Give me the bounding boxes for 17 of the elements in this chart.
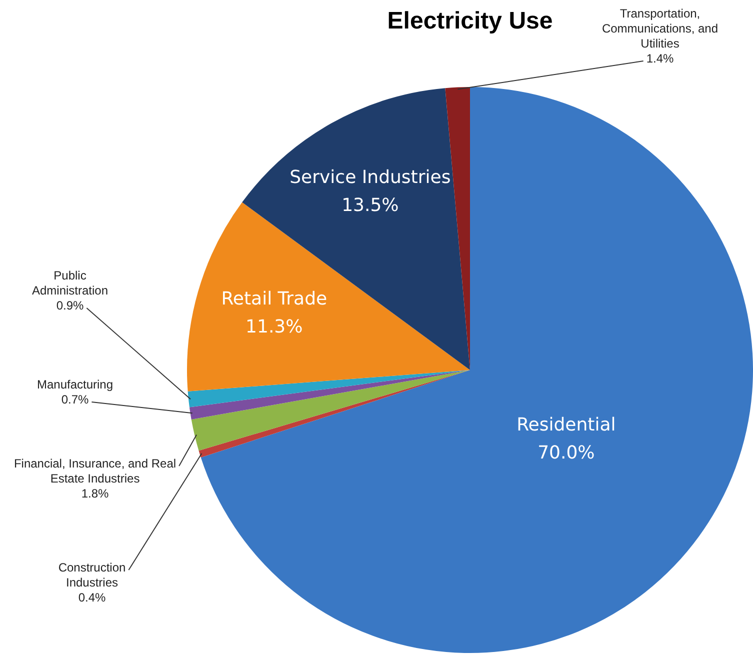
slice-label: Residential [516,414,616,436]
slice-label: Construction Industries [58,560,126,590]
slice-label: Manufacturing [36,377,114,392]
data-label: 0.9% [56,298,84,312]
slice-label: Public Administration [32,268,108,298]
data-label: 1.8% [81,486,109,500]
data-label: 13.5% [342,195,399,216]
data-label: 0.7% [61,392,89,406]
data-label: 70.0% [538,442,595,464]
slice-label: Financial, Insurance, and Real Estate Industries [14,456,176,486]
slice-label: Service Industries [290,167,451,188]
chart-title: Electricity Use [387,8,553,35]
slice-label: Transportation, Communications, and Utilities [602,6,718,50]
slice-label: Retail Trade [221,288,328,310]
data-label: 1.4% [646,51,674,66]
data-label: 11.3% [246,316,303,338]
data-label: 0.4% [78,590,106,604]
